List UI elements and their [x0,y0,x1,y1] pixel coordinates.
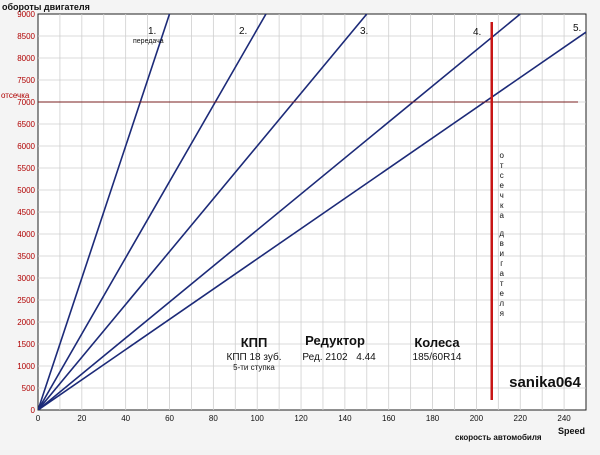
y-tick-label: 4500 [17,208,35,217]
cutoff-speed-letter: в [500,239,504,248]
x-tick-label: 220 [514,414,528,423]
cutoff-speed-letter: а [500,211,505,220]
x-tick-label: 80 [209,414,218,423]
y-tick-label: 2500 [17,296,35,305]
series-line-gear-2 [38,14,267,410]
y-tick-label: 8500 [17,32,35,41]
kpp-line2: 5-ти ступка [233,363,275,372]
x-tick-label: 120 [294,414,308,423]
reducer-value: 4.44 [356,352,376,363]
x-tick-label: 100 [251,414,265,423]
reducer-title: Редуктор [305,333,365,348]
y-tick-label: 3500 [17,252,35,261]
y-tick-label: 3000 [17,274,35,283]
x-tick-label: 40 [121,414,130,423]
y-tick-label: 2000 [17,318,35,327]
y-tick-label: 1000 [17,362,35,371]
cutoff-speed-letter: а [500,269,505,278]
reducer-model: Ред. 2102 [302,352,348,363]
x-axis-label-en: Speed [558,426,585,436]
kpp-line1: КПП 18 зуб. [227,351,282,363]
wheels-title: Колеса [414,335,460,350]
gear-label-4: 4. [473,27,481,38]
y-tick-label: 5000 [17,186,35,195]
x-tick-label: 20 [77,414,86,423]
x-tick-label: 180 [426,414,440,423]
y-tick-label: 0 [31,406,36,415]
cutoff-speed-letter: о [500,151,505,160]
cutoff-speed-letter: ч [500,191,504,200]
cutoff-rpm-label: отсечка [1,91,30,100]
cutoff-speed-letter: л [499,299,504,308]
cutoff-speed-letter: е [500,181,505,190]
wheels-size: 185/60R14 [413,352,462,363]
gear-sublabel: передача [133,38,164,45]
cutoff-speed-letter: е [500,289,505,298]
cutoff-speed-letter: д [499,229,504,238]
tick-layer: 0 20 40 60 80 100 120 140 160 180 200 220 240 0 500 100… [17,10,571,423]
y-tick-label: 9000 [17,10,35,19]
series-line-gear-5 [38,31,586,410]
y-tick-label: 8000 [17,54,35,63]
gear-label-5: 5. [573,23,581,34]
x-tick-label: 240 [557,414,571,423]
series-line-gear-4 [38,14,521,410]
author-watermark: sanika064 [509,374,581,391]
x-tick-label: 60 [165,414,174,423]
series-line-gear-1 [38,14,171,410]
gear-label-3: 3. [360,26,368,37]
y-tick-label: 4000 [17,230,35,239]
kpp-title: КПП [241,335,268,350]
x-tick-label: 160 [382,414,396,423]
gear-label-2: 2. [239,26,247,37]
y-tick-label: 6500 [17,120,35,129]
cutoff-speed-letter: я [500,309,504,318]
y-tick-label: 6000 [17,142,35,151]
cutoff-speed-letter: т [500,279,504,288]
cutoff-speed-letter: г [500,259,503,268]
series-line-gear-3 [38,14,368,410]
cutoff-speed-letter: с [500,171,504,180]
x-tick-label: 0 [36,414,41,423]
y-tick-label: 500 [22,384,36,393]
y-tick-label: 5500 [17,164,35,173]
x-tick-label: 140 [338,414,352,423]
y-tick-label: 7000 [17,98,35,107]
series-layer [38,14,586,410]
x-tick-label: 200 [470,414,484,423]
x-axis-label: скорость автомобиля [455,433,542,442]
y-tick-label: 7500 [17,76,35,85]
y-tick-label: 1500 [17,340,35,349]
cutoff-speed-letter: т [500,161,504,170]
cutoff-speed-letter: к [500,201,504,210]
gear-label-1: 1. [148,26,156,37]
cutoff-speed-letter: и [500,249,504,258]
y-axis-label: обороты двигателя [2,2,90,12]
